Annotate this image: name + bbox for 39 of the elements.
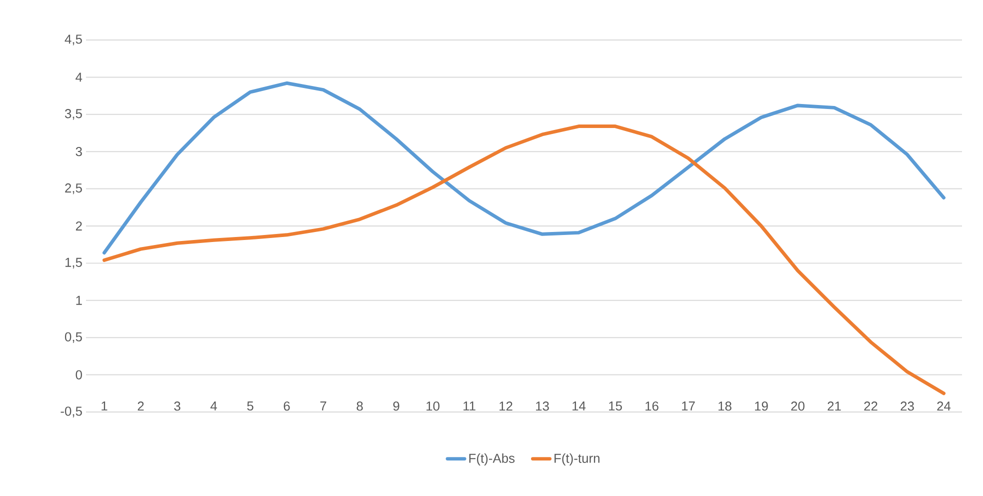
x-tick-label: 23 xyxy=(900,402,914,411)
x-tick-label: 18 xyxy=(718,402,732,411)
x-tick-label: 8 xyxy=(356,402,363,411)
x-tick-label: 17 xyxy=(682,402,695,410)
x-tick-label: 7 xyxy=(320,402,326,410)
x-tick-label: 24 xyxy=(937,402,951,411)
x-tick-label: 2 xyxy=(138,402,144,411)
x-tick-label: 20 xyxy=(791,402,804,411)
x-tick-label: 4 xyxy=(210,402,217,410)
y-tick-label: 1,5 xyxy=(65,258,82,268)
y-tick-label: 0,5 xyxy=(64,332,82,343)
x-tick-label: 15 xyxy=(609,402,622,411)
x-tick-label: 13 xyxy=(536,402,549,411)
x-tick-label: 6 xyxy=(284,402,290,411)
y-tick-label: 2 xyxy=(76,221,82,231)
x-tick-label: 12 xyxy=(500,402,512,411)
x-tick-label: 21 xyxy=(828,402,841,411)
x-tick-label: 19 xyxy=(755,402,768,411)
legend-label: F(t)-Abs xyxy=(469,453,515,466)
y-tick-label: 0 xyxy=(76,370,82,380)
x-tick-label: 5 xyxy=(247,402,254,411)
x-tick-label: 9 xyxy=(393,402,400,411)
y-tick-label: 3 xyxy=(76,147,82,156)
y-tick-label: 4 xyxy=(76,72,82,82)
x-tick-label: 11 xyxy=(464,402,476,410)
line-series xyxy=(102,124,946,396)
x-tick-label: 1 xyxy=(102,402,108,410)
x-tick-label: 22 xyxy=(864,402,878,411)
y-tick-label: 1 xyxy=(76,296,82,305)
y-tick-label: -0,5 xyxy=(60,406,82,418)
legend-label: F(t)-turn xyxy=(554,453,600,466)
x-tick-label: 10 xyxy=(426,402,440,411)
x-tick-label: 16 xyxy=(646,402,658,411)
y-tick-label: 3,5 xyxy=(64,109,82,120)
line-series xyxy=(102,81,946,255)
y-tick-label: 4,5 xyxy=(64,34,82,46)
y-tick-label: 2,5 xyxy=(65,183,82,194)
x-tick-label: 14 xyxy=(572,402,586,410)
x-tick-label: 3 xyxy=(174,402,180,411)
